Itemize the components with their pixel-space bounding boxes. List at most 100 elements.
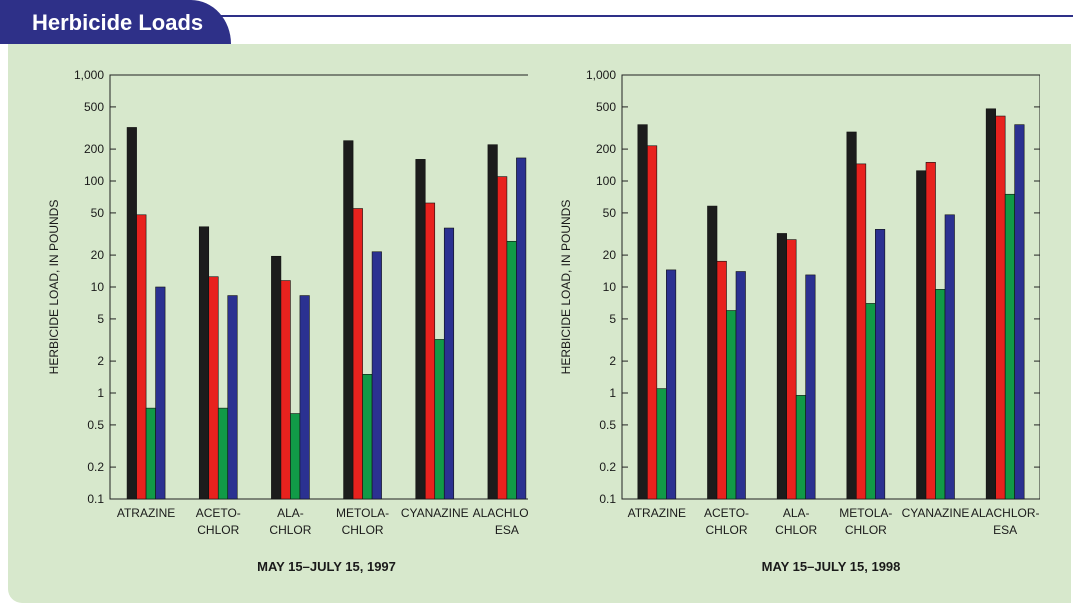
y-tick-label: 2	[97, 354, 104, 368]
x-tick-label: ATRAZINE	[628, 506, 686, 520]
y-tick-label: 100	[596, 174, 616, 188]
bar	[995, 115, 1006, 500]
bar	[371, 251, 382, 500]
chart-panel: 0.1 0.2 0.5 1 2 5 10 20 50 100 200 500 1,000 HERBICID…	[8, 44, 1071, 603]
x-tick-label: CHLOR	[845, 523, 887, 537]
y-tick-label: 0.5	[87, 418, 104, 432]
bar	[795, 395, 806, 500]
bar	[637, 124, 648, 500]
bar	[271, 255, 282, 500]
x-tick-label: ALA-	[783, 506, 810, 520]
y-tick-label: 0.5	[599, 418, 616, 432]
bar	[506, 240, 517, 500]
chart-subtitle: MAY 15–JULY 15, 1997	[257, 559, 396, 574]
bar	[415, 159, 426, 500]
y-tick-label: 2	[609, 354, 616, 368]
x-tick-label: ACETO-	[704, 506, 749, 520]
x-tick-label: ALA-	[277, 506, 304, 520]
y-tick-label: 500	[84, 100, 104, 114]
y-tick-label: 50	[603, 206, 617, 220]
x-tick-label: CYANAZINE	[902, 506, 970, 520]
bar	[1014, 124, 1025, 500]
plot-frame	[621, 74, 1040, 500]
bar	[786, 239, 797, 500]
y-tick-label: 100	[84, 174, 104, 188]
bar	[424, 202, 436, 500]
x-tick-label: CHLOR	[342, 523, 384, 537]
bar	[846, 131, 857, 500]
x-tick-label: ESA	[495, 523, 519, 537]
bar	[290, 413, 301, 500]
bar	[647, 145, 658, 500]
bar	[352, 208, 363, 500]
bar	[487, 144, 498, 500]
bar	[656, 388, 667, 500]
bar	[925, 162, 936, 500]
y-tick-label: 50	[91, 206, 105, 220]
y-tick-label: 1,000	[586, 68, 616, 82]
bar	[497, 176, 508, 500]
y-tick-label: 1	[609, 386, 616, 400]
chart-1997: 0.1 0.2 0.5 1 2 5 10 20 50 100 200 500 1,000 HERBICID…	[47, 68, 528, 574]
chart-1998: 0.1 0.2 0.5 1 2 5 10 20 50 100 200 500 1,000 HERBICID…	[559, 68, 1040, 574]
bar	[198, 226, 210, 500]
y-tick-label: 5	[97, 312, 104, 326]
bar	[343, 140, 354, 500]
y-tick-label: 200	[84, 142, 104, 156]
bar	[944, 214, 955, 500]
plot-frame	[109, 74, 528, 500]
x-tick-label: METOLA-	[839, 506, 892, 520]
y-tick-label: 200	[596, 142, 616, 156]
bar	[136, 214, 147, 500]
x-tick-label: METOLA-	[336, 506, 389, 520]
y-tick-label: 1,000	[74, 68, 104, 82]
bar	[145, 407, 156, 500]
bar	[227, 295, 238, 500]
y-tick-label: 20	[91, 248, 105, 262]
bar	[434, 339, 445, 500]
bar	[443, 227, 455, 500]
y-tick-label: 0.1	[599, 492, 616, 506]
bar	[726, 310, 737, 500]
bar	[208, 276, 219, 500]
y-tick-label: 5	[609, 312, 616, 326]
bar	[666, 269, 677, 500]
bar	[362, 374, 373, 500]
y-tick-label: 0.2	[599, 460, 616, 474]
bar	[776, 233, 787, 500]
y-tick-label: 500	[596, 100, 616, 114]
bar	[516, 157, 527, 500]
header-rule	[0, 15, 1073, 17]
y-tick-label: 0.1	[87, 492, 104, 506]
bar	[856, 163, 867, 500]
y-axis-label: HERBICIDE LOAD, IN POUNDS	[559, 200, 573, 375]
bar	[155, 286, 166, 500]
chart-subtitle: MAY 15–JULY 15, 1998	[762, 559, 901, 574]
x-tick-label: CHLOR	[269, 523, 311, 537]
y-axis-label: HERBICIDE LOAD, IN POUNDS	[47, 200, 61, 375]
bar	[935, 289, 946, 500]
bar	[217, 407, 229, 500]
x-tick-label: ACETO-	[196, 506, 241, 520]
bar	[916, 170, 927, 500]
bar	[707, 205, 718, 500]
bar	[280, 280, 291, 500]
y-tick-label: 1	[97, 386, 104, 400]
page-title: Herbicide Loads	[0, 0, 232, 44]
x-tick-label: CHLOR	[775, 523, 817, 537]
header-band: Herbicide Loads	[0, 0, 1073, 44]
x-tick-label: CHLOR	[197, 523, 239, 537]
bar	[985, 108, 996, 500]
bar	[126, 127, 137, 500]
x-tick-label: ALACHLOR-	[971, 506, 1040, 520]
y-tick-label: 0.2	[87, 460, 104, 474]
y-tick-label: 20	[603, 248, 617, 262]
x-tick-label: CHLOR	[705, 523, 747, 537]
x-tick-label: ALACHLOR-	[473, 506, 528, 520]
bar	[805, 274, 816, 500]
bar	[735, 271, 746, 500]
y-tick-label: 10	[91, 280, 105, 294]
bar	[299, 295, 310, 500]
x-tick-label: ESA	[993, 523, 1017, 537]
bar	[716, 260, 727, 500]
